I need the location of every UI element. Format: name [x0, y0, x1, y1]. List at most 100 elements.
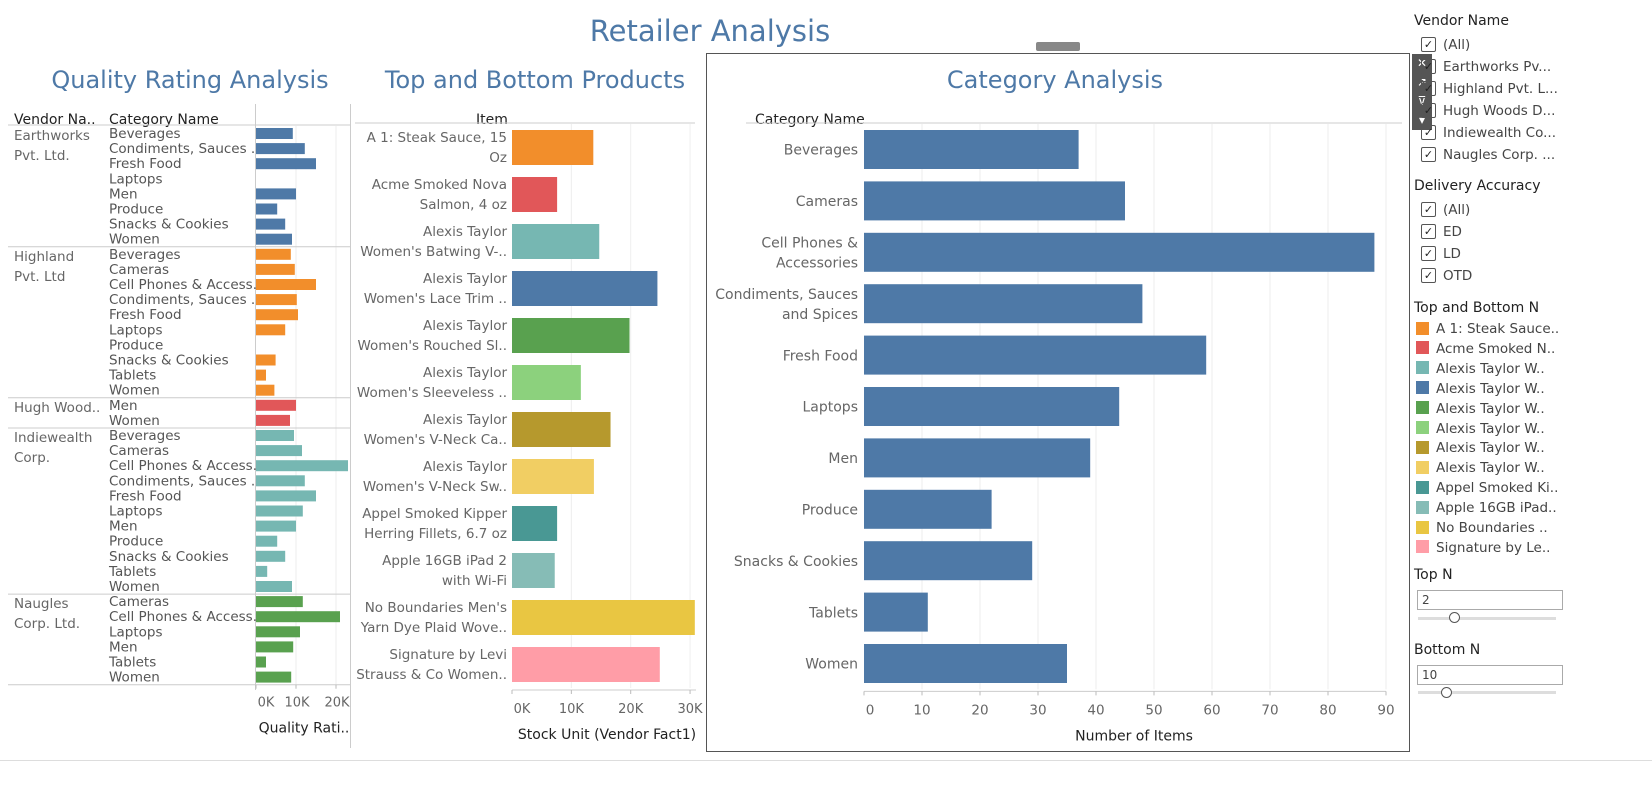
vendor-label: Pvt. Ltd [14, 269, 65, 285]
vendor-option[interactable]: ✓ Indiewealth Co... [1421, 122, 1556, 144]
category-label: Beverages [109, 126, 181, 142]
checkbox-checked-icon[interactable]: ✓ [1421, 267, 1436, 283]
category-label: Laptops [109, 322, 163, 338]
top-n-slider-thumb[interactable] [1449, 612, 1460, 623]
legend-item[interactable]: Apple 16GB iPad.. [1416, 498, 1557, 518]
legend-item[interactable]: No Boundaries .. [1416, 518, 1548, 538]
product-bar [512, 412, 611, 447]
delivery-option[interactable]: ✓ ED [1421, 221, 1462, 243]
category-label: Accessories [776, 256, 858, 272]
checkbox-checked-icon[interactable]: ✓ [1421, 201, 1436, 217]
legend-item[interactable]: Alexis Taylor W.. [1416, 399, 1545, 419]
bottom-n-title: Bottom N [1414, 642, 1481, 658]
top-bottom-products-chart[interactable]: A 1: Steak Sauce, 15 Oz Acme Smoked Nova Sa… [355, 100, 705, 760]
top-n-input[interactable]: 2 [1417, 590, 1563, 610]
legend-item[interactable]: Alexis Taylor W.. [1416, 379, 1545, 399]
vendor-option[interactable]: ✓ Hugh Woods D... [1421, 100, 1555, 122]
close-icon[interactable]: ✕ [1416, 56, 1428, 70]
topbottom-item-header[interactable]: Item [476, 112, 508, 128]
open-external-icon[interactable]: ↗ [1416, 75, 1428, 89]
item-label: with Wi-Fi [442, 573, 507, 589]
panel-drag-handle[interactable] [1036, 42, 1080, 51]
quality-tick-label: 20K [324, 696, 350, 711]
checkbox-checked-icon[interactable]: ✓ [1421, 80, 1436, 96]
quality-bar [256, 550, 286, 562]
legend-label: Signature by Le.. [1436, 539, 1551, 556]
quality-vendor-header[interactable]: Vendor Na.. [14, 112, 96, 128]
checkbox-checked-icon[interactable]: ✓ [1421, 146, 1436, 162]
delivery-option[interactable]: ✓ LD [1421, 243, 1461, 265]
delivery-option[interactable]: ✓ (All) [1421, 199, 1470, 221]
vendor-option[interactable]: ✓ Naugles Corp. ... [1421, 144, 1555, 166]
quality-bar [256, 384, 275, 396]
top-n-slider-track[interactable] [1418, 617, 1556, 620]
category-label: Women [109, 232, 160, 248]
delivery-option[interactable]: ✓ OTD [1421, 265, 1472, 287]
item-label: No Boundaries Men's [365, 600, 507, 616]
category-label: Beverages [784, 143, 858, 159]
legend-swatch [1416, 440, 1429, 454]
quality-bar [256, 445, 302, 457]
quality-bar [256, 565, 268, 577]
delivery-option-label: OTD [1443, 268, 1473, 284]
item-label: Acme Smoked Nova [372, 177, 507, 193]
quality-bar [256, 460, 348, 472]
legend-item[interactable]: Alexis Taylor W.. [1416, 438, 1545, 458]
bottom-n-slider-track[interactable] [1418, 691, 1556, 694]
quality-bar [256, 218, 286, 230]
checkbox-checked-icon[interactable]: ✓ [1421, 58, 1436, 74]
more-options-icon[interactable]: ▾ [1418, 113, 1426, 127]
quality-bar [256, 505, 303, 517]
item-label: Women's Lace Trim .. [364, 291, 507, 307]
bottom-n-input[interactable]: 10 [1417, 665, 1563, 685]
legend-item[interactable]: Alexis Taylor W.. [1416, 359, 1545, 379]
category-label: Snacks & Cookies [109, 217, 229, 233]
category-axis-title: Number of Items [1075, 728, 1193, 744]
product-bar [512, 600, 695, 635]
category-analysis-chart[interactable]: Beverages Cameras Cell Phones & Accessories… [706, 100, 1410, 752]
legend-swatch [1416, 500, 1429, 514]
category-tick-label: 20 [971, 702, 988, 718]
checkbox-checked-icon[interactable]: ✓ [1421, 36, 1436, 52]
quality-bar [256, 309, 298, 321]
category-label: Tablets [108, 368, 156, 384]
item-label: Women's Sleeveless .. [357, 385, 507, 401]
category-label: Fresh Food [783, 348, 858, 364]
product-bar [512, 177, 558, 212]
quality-bar [256, 158, 316, 170]
quality-bar [256, 263, 295, 275]
checkbox-checked-icon[interactable]: ✓ [1421, 245, 1436, 261]
category-label: and Spices [782, 307, 858, 323]
vendor-option-label: Indiewealth Co... [1443, 125, 1556, 141]
vendor-option[interactable]: ✓ Highland Pvt. L... [1421, 78, 1558, 100]
bottom-n-slider-thumb[interactable] [1441, 687, 1452, 698]
category-label: Men [109, 186, 138, 202]
legend-item[interactable]: Acme Smoked N.. [1416, 339, 1555, 359]
legend-item[interactable]: Alexis Taylor W.. [1416, 419, 1545, 439]
quality-bar [256, 188, 296, 200]
item-label: Appel Smoked Kipper [362, 506, 507, 522]
category-label: Beverages [109, 428, 181, 444]
quality-bar [256, 233, 292, 245]
category-name-header[interactable]: Category Name [755, 112, 865, 128]
checkbox-checked-icon[interactable]: ✓ [1421, 223, 1436, 239]
category-label: Produce [802, 503, 858, 519]
vendor-option[interactable]: ✓ (All) [1421, 34, 1470, 56]
checkbox-checked-icon[interactable]: ✓ [1421, 124, 1436, 140]
checkbox-checked-icon[interactable]: ✓ [1421, 102, 1436, 118]
vendor-option-label: Earthworks Pv... [1443, 59, 1552, 75]
vendor-option[interactable]: ✓ Earthworks Pv... [1421, 56, 1551, 78]
category-panel-frame[interactable] [706, 53, 1410, 752]
category-label: Tablets [108, 655, 156, 671]
category-label: Condiments, Sauces .. [109, 141, 260, 157]
category-tick-label: 10 [913, 702, 930, 718]
category-label: Men [109, 639, 138, 655]
legend-item[interactable]: Signature by Le.. [1416, 538, 1550, 558]
legend-item[interactable]: A 1: Steak Sauce.. [1416, 319, 1559, 339]
quality-category-header[interactable]: Category Name [109, 112, 219, 128]
legend-item[interactable]: Alexis Taylor W.. [1416, 458, 1545, 478]
filter-icon[interactable]: ⊽ [1417, 94, 1427, 108]
category-label: Men [828, 451, 858, 467]
legend-item[interactable]: Appel Smoked Ki.. [1416, 478, 1558, 498]
